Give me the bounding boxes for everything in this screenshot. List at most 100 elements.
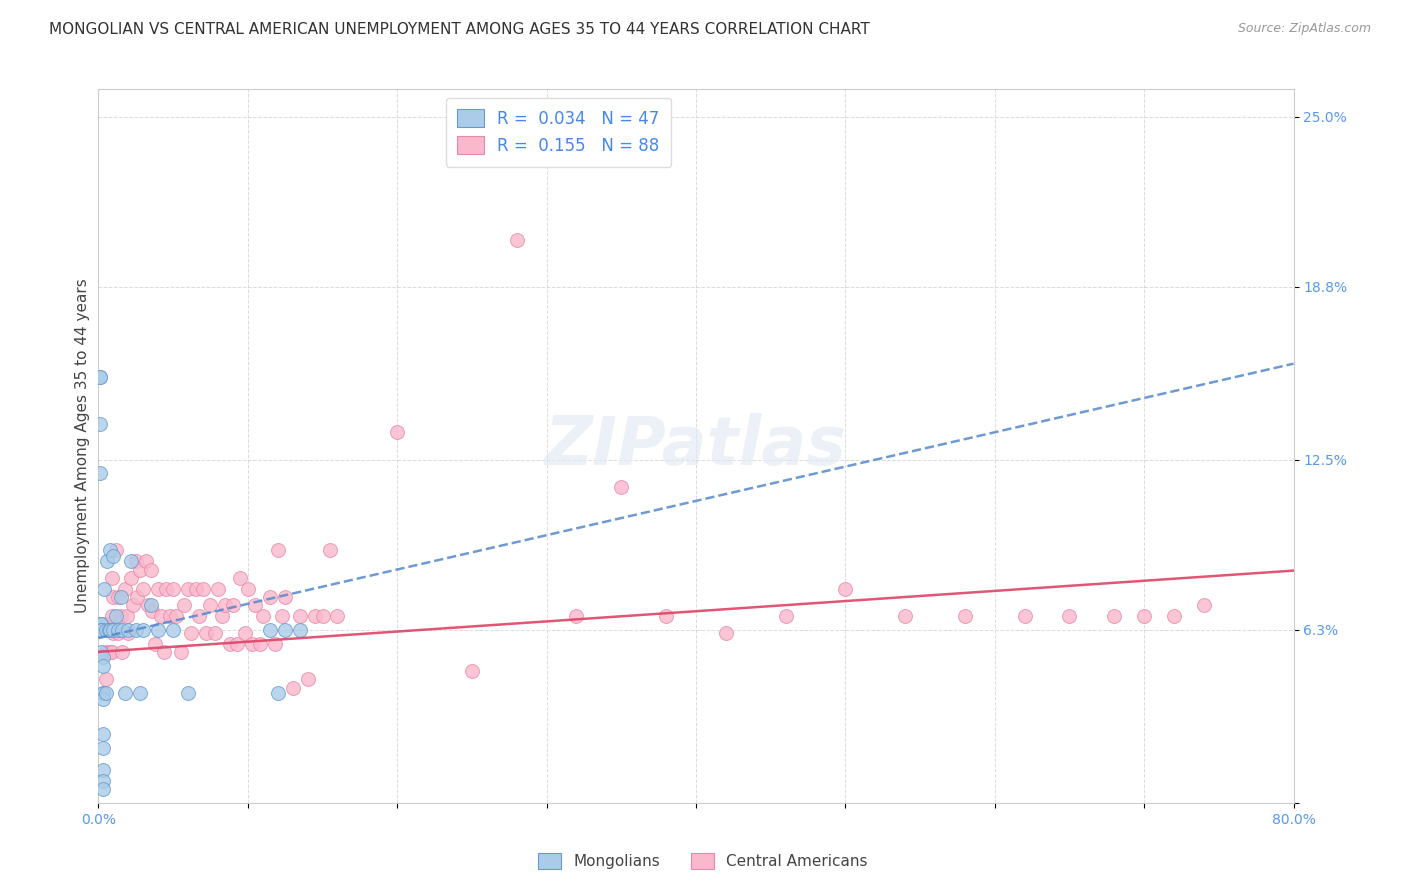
Point (153, 645, 176, 659)
Point (91, 686, 114, 700)
Point (90, 623, 112, 637)
Point (1059, 609, 1081, 624)
Point (94, 623, 117, 637)
Point (90, 645, 112, 659)
Point (98, 543, 122, 558)
Point (117, 625, 139, 640)
Point (89, 417, 111, 431)
Point (117, 623, 139, 637)
Point (91, 650, 114, 665)
Point (214, 598, 236, 612)
Point (89, 370, 111, 384)
Point (107, 590, 129, 604)
Point (94, 617, 117, 632)
Point (1104, 609, 1126, 624)
Legend: R =  0.034   N = 47, R =  0.155   N = 88: R = 0.034 N = 47, R = 0.155 N = 88 (446, 97, 671, 167)
Point (211, 609, 233, 624)
Point (91, 686, 114, 700)
Point (263, 637, 285, 651)
Point (89, 617, 111, 632)
Point (187, 609, 209, 624)
Point (245, 598, 267, 612)
Legend: Mongolians, Central Americans: Mongolians, Central Americans (533, 847, 873, 875)
Point (115, 609, 138, 624)
Point (105, 609, 128, 624)
Point (177, 582, 200, 596)
Point (610, 480, 633, 494)
Point (326, 609, 349, 624)
Point (159, 609, 181, 624)
Point (96, 554, 118, 568)
Point (385, 425, 409, 440)
Point (565, 609, 588, 624)
Point (98, 645, 122, 659)
Point (103, 590, 125, 604)
Point (110, 590, 132, 604)
Point (311, 609, 333, 624)
Point (91, 782, 114, 797)
Point (249, 637, 271, 651)
Point (259, 623, 281, 637)
Point (304, 609, 326, 624)
Point (101, 571, 124, 585)
Point (173, 598, 195, 612)
Point (129, 562, 152, 576)
Point (132, 623, 155, 637)
Point (91, 727, 114, 741)
Point (506, 233, 529, 247)
Point (229, 571, 252, 585)
Point (200, 598, 222, 612)
Point (274, 623, 297, 637)
Point (93, 582, 115, 596)
Point (125, 554, 148, 568)
Point (148, 582, 170, 596)
Point (252, 609, 274, 624)
Point (191, 582, 214, 596)
Point (139, 562, 162, 576)
Point (274, 590, 297, 604)
Point (655, 609, 678, 624)
Point (136, 598, 159, 612)
Point (219, 637, 242, 651)
Point (103, 549, 125, 563)
Point (222, 598, 245, 612)
Point (91, 740, 114, 755)
Point (121, 598, 143, 612)
Point (111, 645, 134, 659)
Text: ZIPatlas: ZIPatlas (546, 413, 846, 479)
Point (129, 686, 152, 700)
Point (132, 582, 155, 596)
Point (101, 645, 124, 659)
Point (141, 604, 163, 618)
Point (114, 582, 136, 596)
Point (162, 623, 184, 637)
Point (155, 582, 177, 596)
Point (94, 686, 117, 700)
Point (103, 625, 125, 640)
Point (94, 673, 117, 687)
Point (120, 554, 142, 568)
Point (143, 637, 166, 651)
Point (110, 609, 132, 624)
Point (288, 623, 311, 637)
Point (226, 637, 249, 651)
Point (233, 625, 256, 640)
Point (150, 609, 173, 624)
Point (135, 554, 157, 568)
Point (107, 625, 129, 640)
Point (105, 543, 128, 558)
Point (1192, 598, 1215, 612)
Point (953, 609, 976, 624)
Point (91, 773, 114, 788)
Point (90, 617, 112, 632)
Point (281, 681, 304, 695)
Point (834, 582, 856, 596)
Point (111, 623, 134, 637)
Y-axis label: Unemployment Among Ages 35 to 44 years: Unemployment Among Ages 35 to 44 years (75, 278, 90, 614)
Text: MONGOLIAN VS CENTRAL AMERICAN UNEMPLOYMENT AMONG AGES 35 TO 44 YEARS CORRELATION: MONGOLIAN VS CENTRAL AMERICAN UNEMPLOYME… (49, 22, 870, 37)
Point (240, 637, 263, 651)
Point (267, 543, 290, 558)
Point (236, 582, 259, 596)
Point (319, 543, 342, 558)
Point (267, 686, 290, 700)
